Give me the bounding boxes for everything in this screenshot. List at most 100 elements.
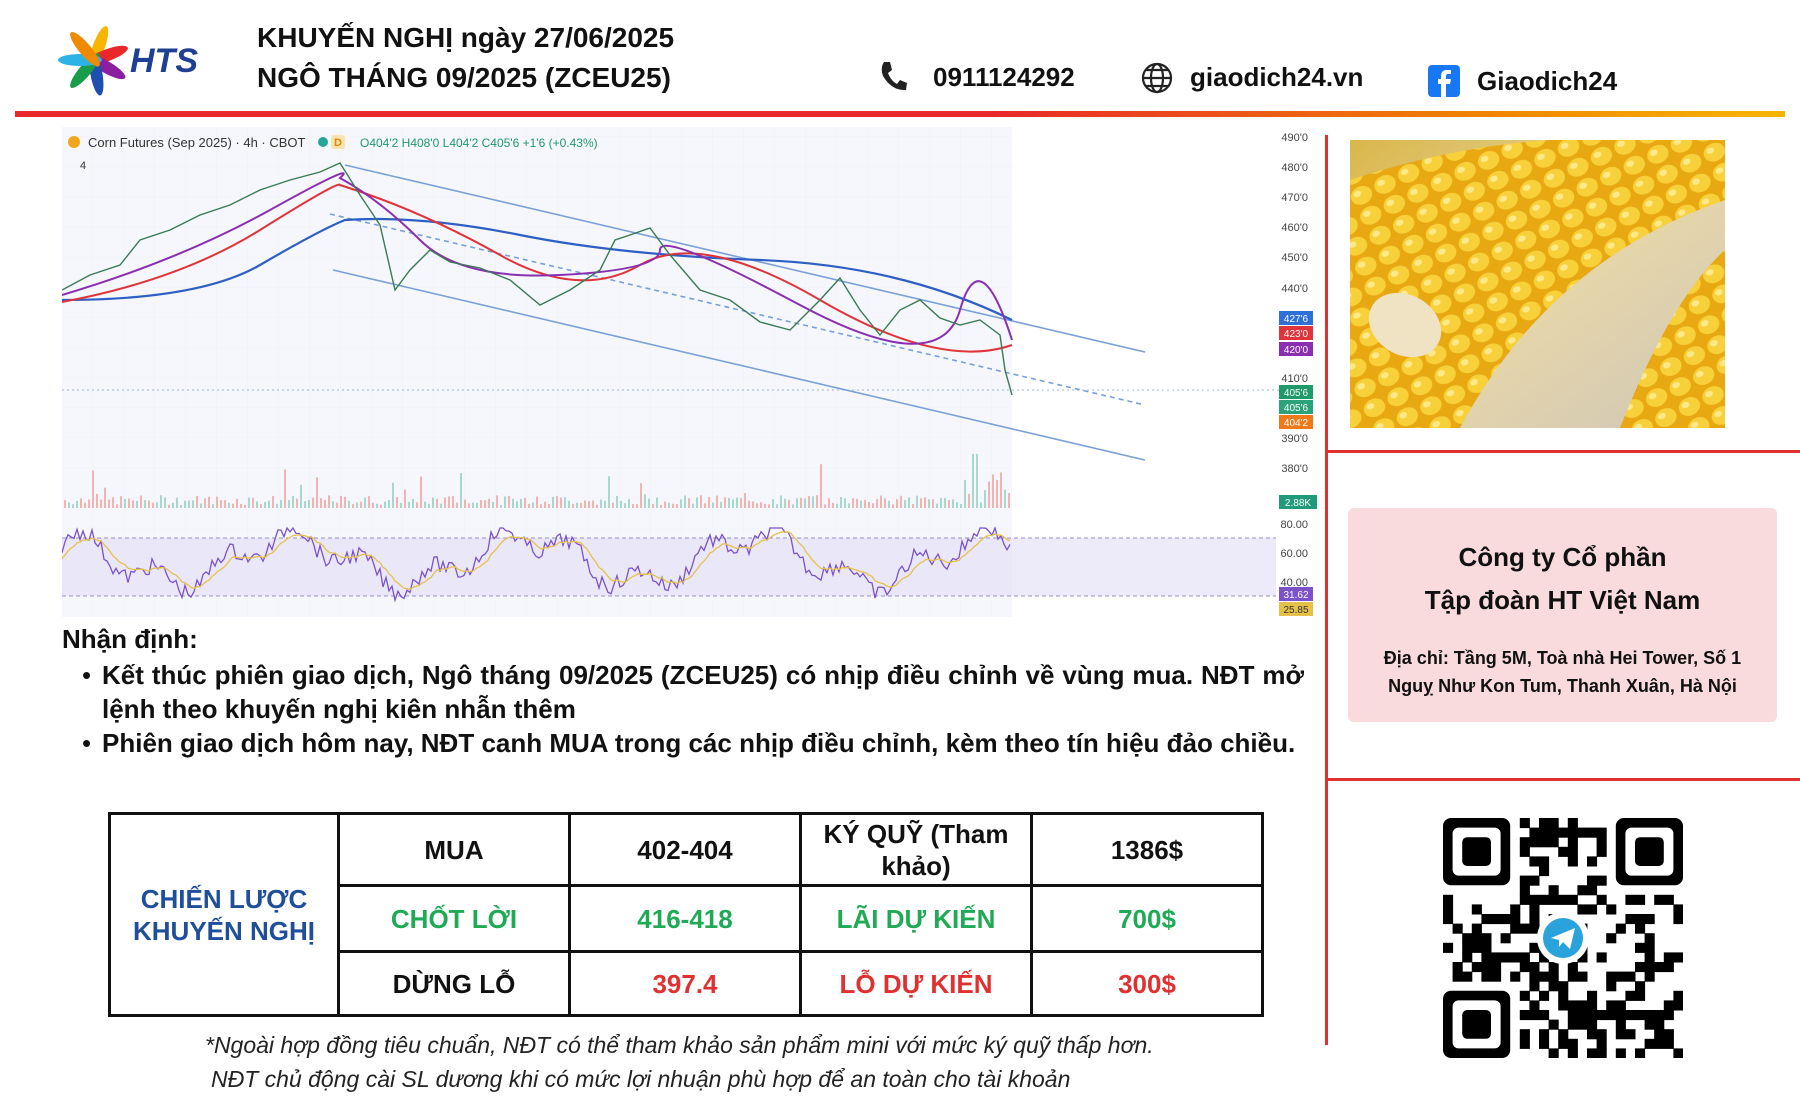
- price-tag: 405'6: [1284, 403, 1309, 414]
- qr-module: [1519, 885, 1530, 896]
- qr-logo-plane: [1551, 928, 1575, 949]
- status-dot: [318, 137, 328, 147]
- volume-bar: [640, 483, 642, 508]
- qr-module: [1587, 1048, 1598, 1058]
- volume-bar: [388, 500, 390, 508]
- volume-bar: [912, 504, 914, 508]
- volume-bar: [220, 500, 222, 508]
- qr-module: [1606, 904, 1617, 915]
- volume-bar: [296, 498, 298, 508]
- rsi-tag: 25.85: [1283, 605, 1308, 616]
- volume-bar: [436, 498, 438, 508]
- volume-bar: [312, 497, 314, 508]
- qr-module: [1558, 1029, 1569, 1040]
- cell: LỖ DỰ KIẾN: [799, 950, 1033, 1017]
- volume-bar: [208, 496, 210, 508]
- qr-module: [1443, 904, 1454, 915]
- qr-module: [1558, 1000, 1569, 1011]
- qr-module: [1606, 1000, 1617, 1011]
- qr-module: [1529, 827, 1540, 838]
- qr-code: [1443, 818, 1683, 1058]
- qr-module: [1539, 856, 1550, 867]
- qr-module: [1491, 952, 1502, 963]
- volume-bar: [656, 497, 658, 508]
- price-tag-bg: [1279, 385, 1313, 399]
- price-tag: 405'6: [1284, 388, 1309, 399]
- volume-bar: [528, 503, 530, 508]
- volume-bar: [424, 501, 426, 508]
- volume-bar: [840, 496, 842, 508]
- qr-module: [1539, 837, 1550, 848]
- volume-bar: [760, 502, 762, 508]
- qr-module: [1471, 933, 1482, 944]
- volume-bar: [828, 498, 830, 508]
- volume-bar: [972, 453, 974, 508]
- qr-module: [1481, 971, 1492, 982]
- qr-module: [1596, 875, 1607, 886]
- qr-module: [1452, 962, 1463, 973]
- volume-bar: [884, 498, 886, 508]
- volume-bar: [456, 502, 458, 508]
- qr-module: [1548, 981, 1559, 992]
- volume-bar: [428, 503, 430, 508]
- qr-module: [1443, 894, 1454, 905]
- volume-bar: [740, 498, 742, 508]
- volume-bar: [112, 497, 114, 508]
- cell: 402-404: [568, 812, 802, 887]
- volume-bar: [412, 498, 414, 508]
- volume-bar: [520, 499, 522, 508]
- header-rule: [15, 111, 1785, 117]
- company-box: Công ty Cổ phần Tập đoàn HT Việt Nam Địa…: [1348, 508, 1777, 722]
- volume-bar: [940, 497, 942, 508]
- volume-bar: [496, 495, 498, 508]
- badge: D: [334, 137, 342, 149]
- qr-module: [1491, 971, 1502, 982]
- qr-module: [1654, 1038, 1665, 1049]
- rsi-label: 60.00: [1280, 548, 1308, 560]
- volume-bar: [936, 503, 938, 508]
- qr-module: [1654, 1029, 1665, 1040]
- volume-bar: [700, 495, 702, 508]
- volume-bar: [628, 499, 630, 508]
- facebook: Giaodich24: [1477, 66, 1618, 96]
- qr-module: [1596, 1048, 1607, 1058]
- volume-bar: [1000, 472, 1002, 508]
- volume-bar: [280, 500, 282, 508]
- qr-module: [1567, 827, 1578, 838]
- volume-bar: [852, 498, 854, 508]
- qr-module: [1443, 942, 1454, 953]
- volume-bar: [620, 500, 622, 508]
- volume-bar: [680, 499, 682, 508]
- volume-bar: [776, 504, 778, 508]
- qr-module: [1635, 923, 1646, 934]
- qr-module: [1625, 1029, 1636, 1040]
- qr-module: [1635, 962, 1646, 973]
- qr-module: [1452, 923, 1463, 934]
- qr-module: [1558, 846, 1569, 857]
- qr-finder: [1635, 837, 1664, 866]
- volume-tag: 2.88K: [1285, 498, 1311, 509]
- qr-module: [1529, 962, 1540, 973]
- qr-module: [1577, 885, 1588, 896]
- qr-module: [1529, 914, 1540, 925]
- volume-bar: [556, 496, 558, 508]
- qr-module: [1606, 981, 1617, 992]
- price-line: [62, 162, 1013, 396]
- qr-module: [1539, 827, 1550, 838]
- volume-bar: [560, 497, 562, 508]
- qr-module: [1673, 904, 1683, 915]
- qr-module: [1519, 818, 1530, 829]
- qr-module: [1471, 923, 1482, 934]
- volume-bar: [788, 499, 790, 508]
- volume-bar: [756, 503, 758, 508]
- volume-bar: [488, 498, 490, 508]
- qr-module: [1529, 856, 1540, 867]
- qr-module: [1500, 933, 1511, 944]
- volume-bar: [692, 503, 694, 508]
- badge-bg: [331, 135, 345, 149]
- qr-module: [1587, 1000, 1598, 1011]
- volume-bar: [276, 503, 278, 508]
- volume-bar: [164, 497, 166, 508]
- qr-module: [1673, 952, 1683, 963]
- volume-bar: [612, 502, 614, 508]
